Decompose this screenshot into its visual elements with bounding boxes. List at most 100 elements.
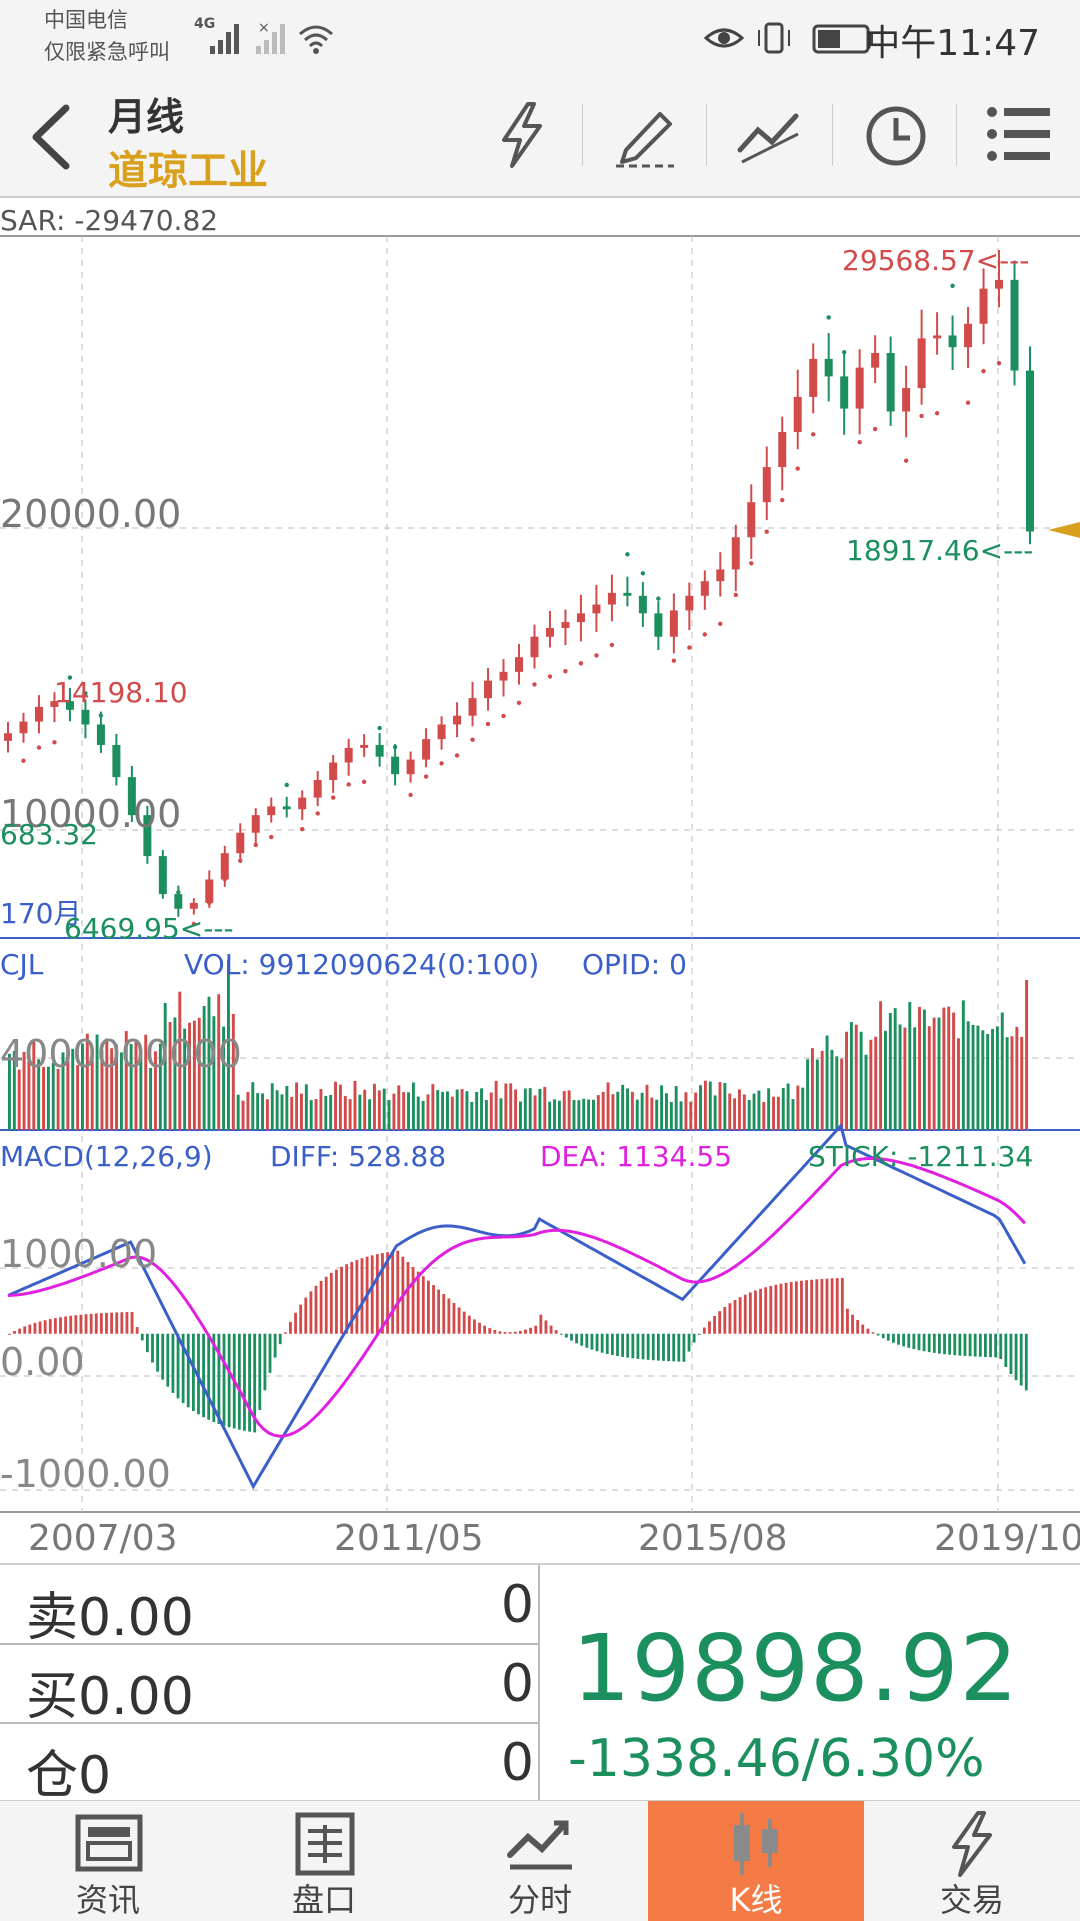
macd-y-1000: 1000.00 [0,1232,158,1276]
volume-bar [188,1022,191,1130]
nav-news[interactable]: 资讯 [0,1801,216,1921]
sar-dot [780,497,785,503]
volume-bar [679,1101,683,1130]
nav-orderbook[interactable]: 盘口 [216,1801,432,1921]
nav-trade[interactable]: 交易 [864,1801,1080,1921]
x-tick-2007: 2007/03 [28,1518,178,1559]
candle [236,832,245,854]
volume-bar [942,1007,946,1130]
y-label-20000: 20000.00 [0,492,182,536]
macd-stick [370,1255,374,1334]
macd-stick [493,1329,497,1334]
volume-bar [1015,1026,1019,1130]
volume-bar [674,1086,678,1130]
volume-bar [42,1066,45,1130]
volume-bar [762,1101,766,1130]
sar-dot [98,713,104,718]
macd-stick [186,1333,190,1408]
stock-name[interactable]: 道琼工业 [108,148,268,194]
macd-stick [718,1311,722,1334]
volume-bar [952,1012,956,1130]
macd-stick [457,1307,461,1334]
macd-stick [938,1333,941,1354]
volume-bar [358,1094,362,1130]
indicator-line-icon[interactable] [734,100,804,170]
x-tick-2015: 2015/08 [638,1518,788,1559]
macd-stick [738,1297,742,1334]
menu-icon[interactable] [984,102,1054,168]
macd-stick [38,1321,42,1334]
peak-label: 29568.57<--- [842,244,1030,277]
volume-bar [450,1096,454,1130]
macd-stick [1019,1333,1023,1386]
macd-stick [932,1333,936,1353]
macd-stick [181,1333,185,1404]
nav-timeshare[interactable]: 分时 [432,1801,648,1921]
candle [716,569,725,582]
sar-dot [52,740,57,745]
volume-bar [781,1088,785,1130]
volume-bar [71,1048,75,1130]
kline-chart[interactable]: SAR: -29470.82 20000.00 10000.00 683.32 … [0,196,1080,1566]
ma-label: 170月 [0,897,82,930]
macd-stick [754,1290,757,1334]
volume-bar [246,1091,250,1130]
candle [515,657,523,672]
sar-dot [578,661,584,666]
macd-stick [125,1312,129,1334]
volume-bar [475,1091,479,1130]
macd-stick [621,1333,625,1357]
sar-dot [625,552,630,557]
macd-stick [856,1319,860,1334]
macd-stick [69,1315,73,1334]
macd-stick [503,1332,507,1334]
volume-bar [373,1083,376,1130]
sar-dot [284,782,289,788]
volume-bar [514,1089,518,1130]
low-label: 6469.95<--- [64,912,234,945]
clock-icon[interactable] [862,100,932,170]
sar-dot [36,745,42,750]
nav-kline[interactable]: K线 [648,1801,864,1921]
sar-dot [269,834,274,840]
volume-bar [212,1016,216,1130]
macd-stick [324,1276,328,1334]
macd-stick [641,1333,645,1360]
volume-bar [338,1084,342,1130]
sar-dot [965,400,971,405]
sar-dot [919,413,924,419]
volume-bar [168,1021,172,1130]
macd-stick [672,1333,676,1362]
kline-icon [734,1813,778,1875]
macd-stick [360,1258,364,1334]
macd-stick [299,1304,303,1334]
sar-dot [950,283,955,289]
volume-bar [90,1051,94,1130]
macd-stick [115,1312,119,1334]
sar-dot [67,675,73,680]
sar-dot [253,842,258,848]
volume-bar [100,1050,104,1130]
candle [96,724,105,745]
candle [576,613,585,623]
macd-stick [416,1271,420,1334]
period-label[interactable]: 月线 [108,95,185,139]
volume-bar [884,1030,887,1130]
pencil-icon[interactable] [610,100,680,170]
macd-stick [48,1319,52,1334]
candle [871,353,880,368]
volume-bar [592,1099,595,1130]
candle [623,592,632,596]
volume-bar [46,1066,50,1130]
macd-dea-label: DEA: 1134.55 [540,1140,733,1173]
chart-canvas[interactable] [0,196,1080,1566]
volume-bar [17,1069,21,1130]
macd-stick [917,1333,921,1351]
back-icon[interactable] [26,102,76,172]
sar-dot [207,900,212,906]
lightning-icon[interactable] [490,100,554,170]
volume-bar [309,1100,313,1130]
volume-bar [431,1084,435,1130]
volume-bar [222,1026,226,1130]
macd-stick [381,1253,384,1334]
